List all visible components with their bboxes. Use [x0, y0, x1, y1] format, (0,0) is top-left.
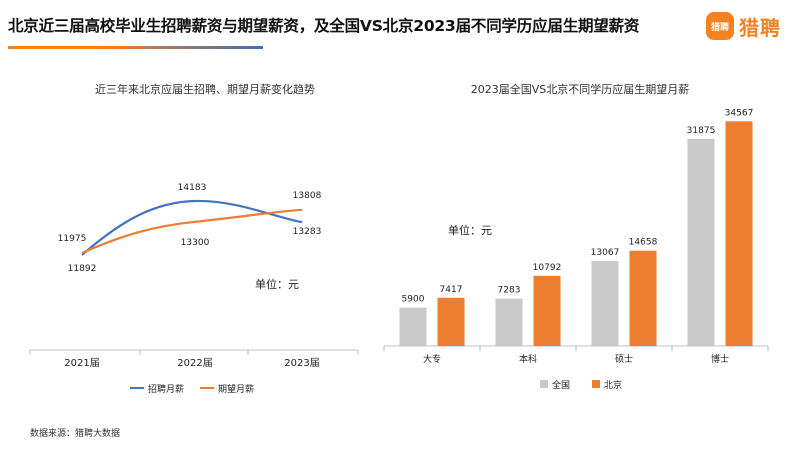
line-data-label: 13300 — [181, 238, 210, 248]
bar-data-label: 7283 — [498, 286, 521, 296]
bar-national — [591, 261, 619, 346]
bar-legend-swatch — [540, 380, 548, 388]
bar-x-label: 大专 — [423, 353, 441, 365]
liepin-logo: 猎聘 猎聘 — [706, 10, 781, 42]
bar-national — [687, 138, 715, 346]
bar-beijing — [533, 275, 561, 346]
bar-legend-label: 北京 — [604, 379, 622, 391]
line-legend-label: 招聘月薪 — [148, 383, 184, 395]
line-series-recruit — [81, 199, 303, 256]
line-data-label: 11892 — [68, 264, 97, 274]
bar-chart-title: 2023届全国VS北京不同学历应届生期望月薪 — [471, 82, 690, 96]
bar-data-label: 7417 — [440, 285, 463, 295]
bar-data-label: 13067 — [591, 248, 620, 258]
bar-data-label: 5900 — [402, 295, 425, 305]
line-series-expected — [81, 208, 303, 255]
bar-chart-unit-note: 单位：元 — [448, 223, 492, 237]
line-chart: 近三年来北京应届生招聘、期望月薪变化趋势 单位：元 11892 14183 1328… — [29, 82, 359, 395]
title-underline — [8, 46, 263, 49]
liepin-logo-text: 猎聘 — [739, 15, 781, 40]
line-chart-unit-note: 单位：元 — [255, 277, 299, 291]
page-title: 北京近三届高校毕业生招聘薪资与期望薪资，及全国VS北京2023届不同学历应届生期… — [8, 17, 640, 35]
bar-beijing — [725, 121, 753, 346]
line-x-label: 2023届 — [284, 357, 319, 369]
source-note: 数据来源：猎聘大数据 — [30, 429, 121, 439]
bar-x-label: 博士 — [711, 353, 729, 365]
line-data-label: 11975 — [58, 234, 87, 244]
bar-national — [495, 298, 523, 346]
bar-legend-swatch — [592, 380, 600, 388]
bar-beijing — [437, 297, 465, 346]
bar-national — [399, 307, 427, 346]
line-x-label: 2021届 — [64, 357, 99, 369]
bar-data-label: 10792 — [533, 263, 562, 273]
line-data-label: 14183 — [178, 183, 207, 193]
line-data-label: 13283 — [293, 227, 322, 237]
bar-legend-label: 全国 — [552, 379, 570, 391]
line-x-label: 2022届 — [177, 357, 212, 369]
bar-data-label: 34567 — [725, 108, 754, 118]
line-data-label: 13808 — [293, 191, 322, 201]
bar-x-label: 硕士 — [615, 353, 633, 365]
liepin-logo-icon: 猎聘 — [706, 12, 734, 40]
line-chart-title: 近三年来北京应届生招聘、期望月薪变化趋势 — [95, 82, 315, 96]
bar-chart: 2023届全国VS北京不同学历应届生期望月薪 单位：元 5900 7417 7283… — [383, 82, 769, 391]
line-legend-label: 期望月薪 — [218, 383, 254, 395]
bar-data-label: 14658 — [629, 238, 658, 248]
bar-beijing — [629, 250, 657, 346]
bar-x-label: 本科 — [519, 353, 537, 365]
bar-data-label: 31875 — [687, 126, 716, 136]
